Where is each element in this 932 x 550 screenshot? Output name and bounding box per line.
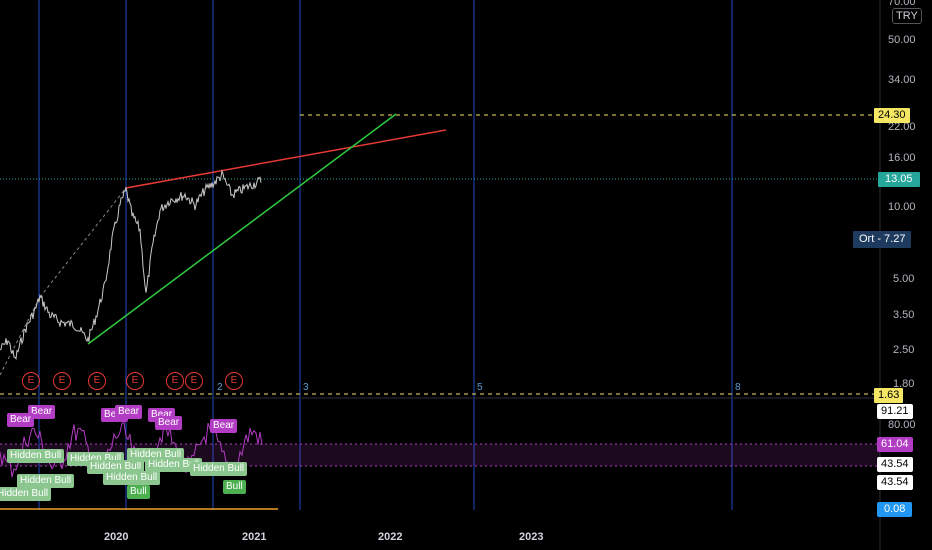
- lower-trend-line[interactable]: [87, 113, 397, 345]
- earnings-icon[interactable]: E: [126, 372, 144, 390]
- indicator-tag[interactable]: 43.54: [877, 475, 913, 490]
- price-tick: 10.00: [888, 201, 916, 213]
- price-tick: 3.50: [893, 309, 915, 321]
- currency-badge[interactable]: TRY: [892, 8, 922, 24]
- bear-signal[interactable]: Bear: [210, 419, 238, 433]
- bull-signal[interactable]: Bull: [127, 485, 150, 499]
- price-tick: 70.00: [888, 0, 916, 8]
- cycle-number: 5: [477, 382, 483, 393]
- hidden-bull-signal[interactable]: Hidden Bull: [17, 474, 75, 488]
- earnings-icon[interactable]: E: [185, 372, 203, 390]
- hidden-bull-signal[interactable]: Hidden Bull: [190, 462, 248, 476]
- time-label: 2021: [242, 531, 267, 543]
- bear-signal[interactable]: Bear: [28, 405, 56, 419]
- cycle-number: 3: [303, 382, 309, 393]
- price-tick: 34.00: [888, 74, 916, 86]
- price-tick: 50.00: [888, 34, 916, 46]
- price-tick: 2.50: [893, 344, 915, 356]
- hidden-bull-signal[interactable]: Hidden Bull: [7, 449, 65, 463]
- indicator-tag[interactable]: 43.54: [877, 457, 913, 472]
- price-tick: 16.00: [888, 152, 916, 164]
- earnings-icon[interactable]: E: [225, 372, 243, 390]
- hidden-bull-signal[interactable]: Hidden Bull: [0, 487, 52, 501]
- earnings-icon[interactable]: E: [53, 372, 71, 390]
- earnings-icon[interactable]: E: [22, 372, 40, 390]
- price-series: [0, 168, 262, 360]
- last-price-tag[interactable]: 13.05: [878, 172, 920, 187]
- average-price-tag[interactable]: Ort - 7.27: [853, 231, 912, 248]
- earnings-icon[interactable]: E: [88, 372, 106, 390]
- hidden-bull-signal[interactable]: Hidden Bull: [87, 460, 145, 474]
- earnings-icon[interactable]: E: [166, 372, 184, 390]
- price-tick: 22.00: [888, 121, 916, 133]
- indicator-tag[interactable]: 61.04: [877, 437, 913, 452]
- connector-line: [39, 187, 127, 298]
- bull-signal[interactable]: Bull: [223, 480, 246, 494]
- low-price-tag[interactable]: 1.63: [874, 388, 904, 403]
- time-label: 2023: [519, 531, 544, 543]
- cycle-number: 8: [735, 382, 741, 393]
- indicator-tag[interactable]: 0.08: [877, 502, 913, 517]
- bear-signal[interactable]: Bear: [7, 413, 35, 427]
- cycle-lines: [38, 0, 733, 510]
- indicator-band: [0, 444, 880, 466]
- currency-label: TRY: [896, 10, 918, 22]
- price-tick: 1.80: [893, 378, 915, 390]
- hidden-bull-signal[interactable]: Hidden Bull: [103, 471, 161, 485]
- bear-signal[interactable]: Bear: [155, 416, 183, 430]
- price-tick: 5.00: [893, 273, 915, 285]
- indicator-tag[interactable]: 91.21: [877, 404, 913, 419]
- time-label: 2022: [378, 531, 403, 543]
- upper-trend-line[interactable]: [125, 129, 447, 189]
- indicator-tick: 80.00: [888, 419, 916, 431]
- time-label: 2020: [104, 531, 129, 543]
- target-price-tag[interactable]: 24.30: [874, 108, 910, 123]
- cycle-number: 2: [217, 382, 223, 393]
- bear-signal[interactable]: Bear: [115, 405, 143, 419]
- hidden-bull-signal[interactable]: Hidden Bull: [145, 458, 203, 472]
- connector-line: [0, 296, 41, 376]
